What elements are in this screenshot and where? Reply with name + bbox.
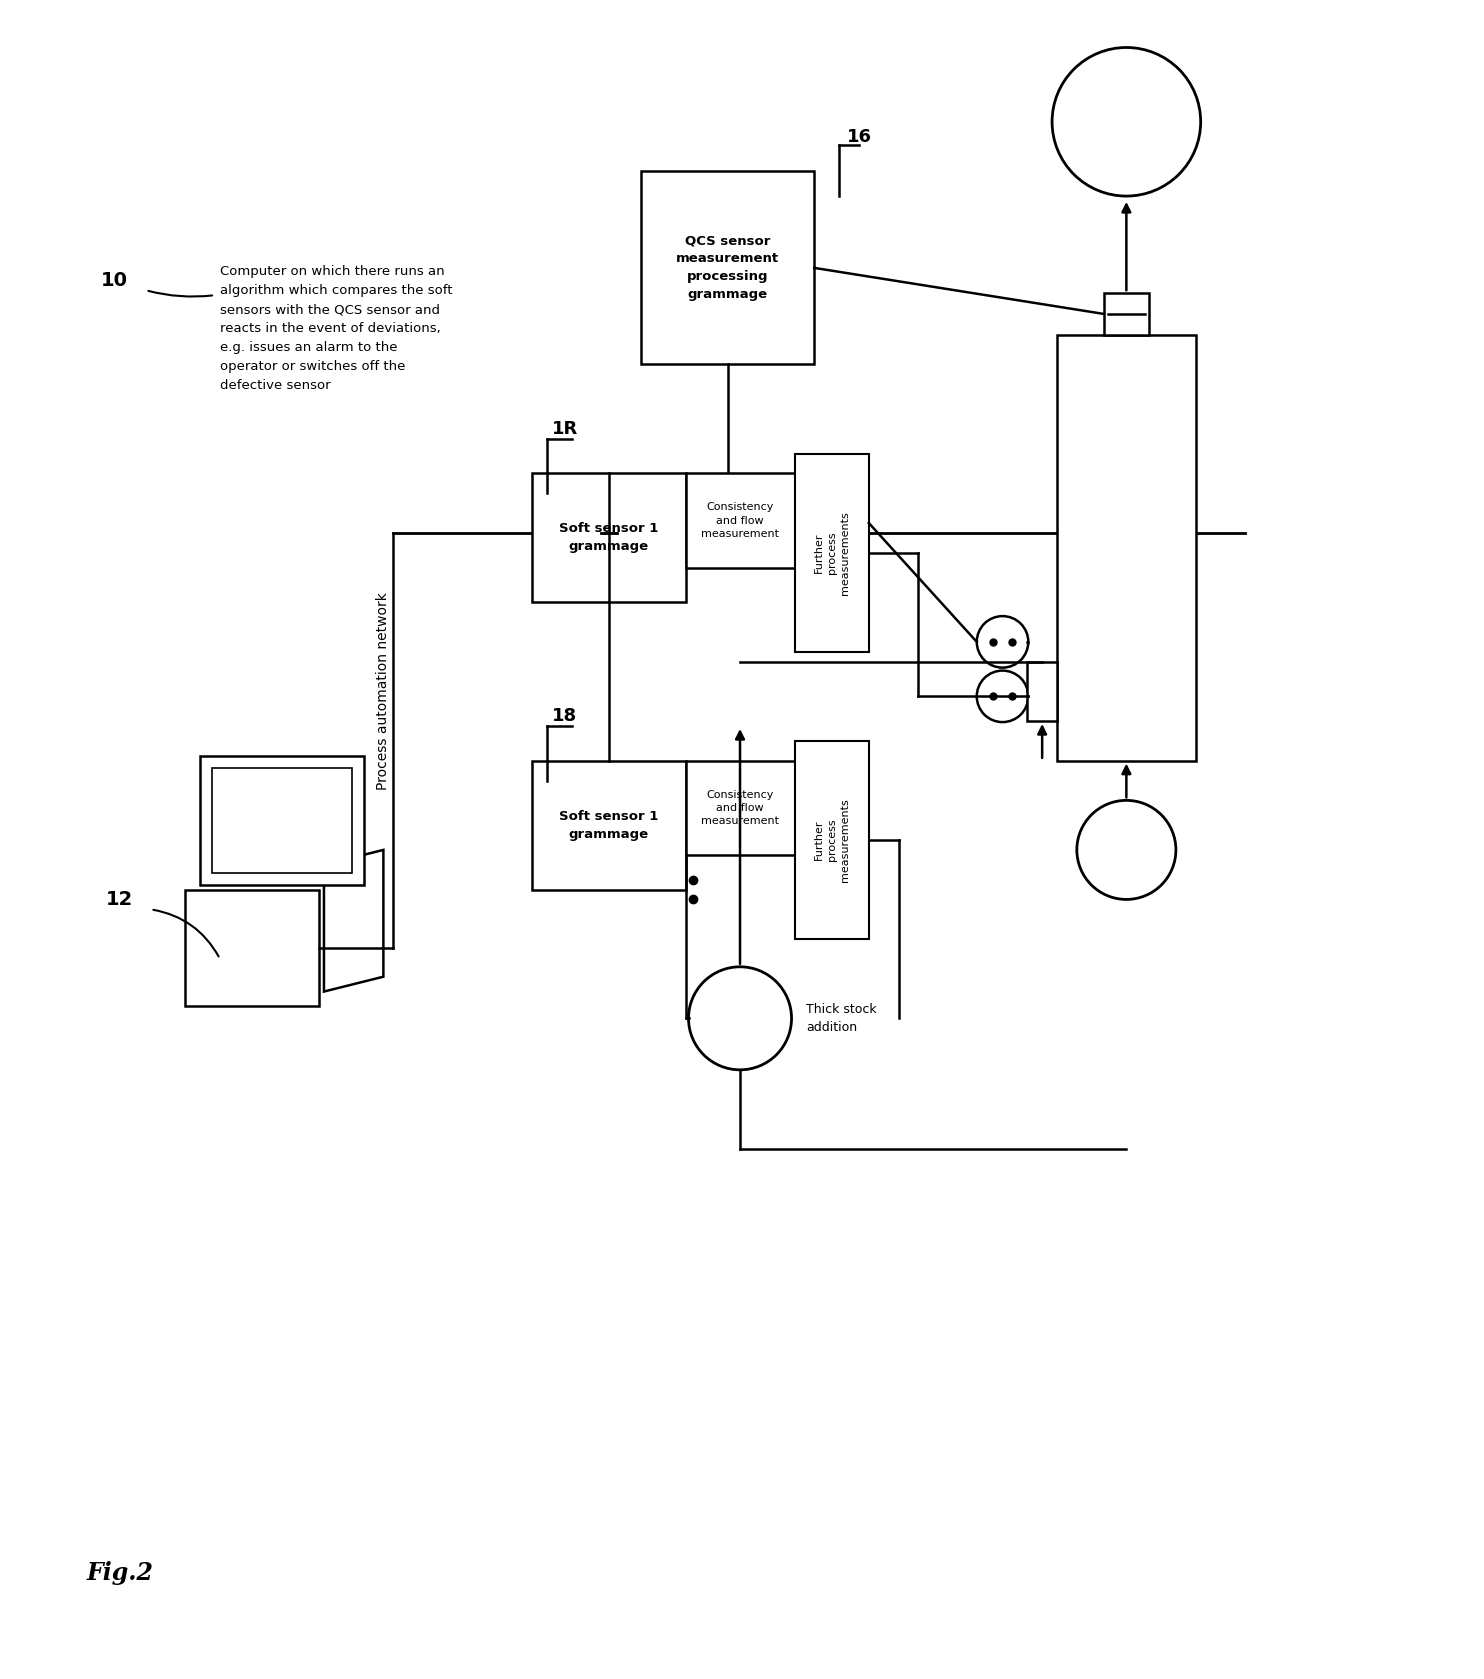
- Bar: [1057, 334, 1196, 761]
- Text: Consistency
and flow
measurement: Consistency and flow measurement: [700, 789, 779, 826]
- Bar: [186, 890, 319, 1006]
- Text: Soft sensor 1
grammage: Soft sensor 1 grammage: [559, 809, 659, 841]
- Bar: [641, 171, 815, 364]
- Bar: [212, 767, 352, 873]
- Text: 16: 16: [847, 128, 873, 146]
- Bar: [1027, 662, 1057, 720]
- Text: Further
process
measurements: Further process measurements: [813, 798, 850, 881]
- Text: Consistency
and flow
measurement: Consistency and flow measurement: [700, 502, 779, 539]
- Text: Fig.2: Fig.2: [86, 1561, 153, 1585]
- Text: 12: 12: [105, 890, 134, 908]
- Text: Further
process
measurements: Further process measurements: [813, 510, 850, 594]
- Text: Thick stock
addition: Thick stock addition: [806, 1002, 877, 1034]
- Bar: [794, 740, 868, 939]
- Text: 1R: 1R: [552, 420, 579, 438]
- Text: Soft sensor 1
grammage: Soft sensor 1 grammage: [559, 522, 659, 554]
- Text: 10: 10: [101, 270, 128, 290]
- Text: Computer on which there runs an
algorithm which compares the soft
sensors with t: Computer on which there runs an algorith…: [220, 265, 453, 393]
- Text: 18: 18: [552, 707, 577, 725]
- Bar: [794, 453, 868, 651]
- Text: Process automation network: Process automation network: [377, 593, 390, 791]
- Bar: [531, 761, 686, 890]
- Bar: [531, 473, 686, 603]
- Bar: [1104, 294, 1149, 334]
- Text: QCS sensor
measurement
processing
grammage: QCS sensor measurement processing gramma…: [677, 235, 779, 302]
- Bar: [686, 473, 794, 568]
- Bar: [686, 761, 794, 855]
- Bar: [200, 756, 364, 885]
